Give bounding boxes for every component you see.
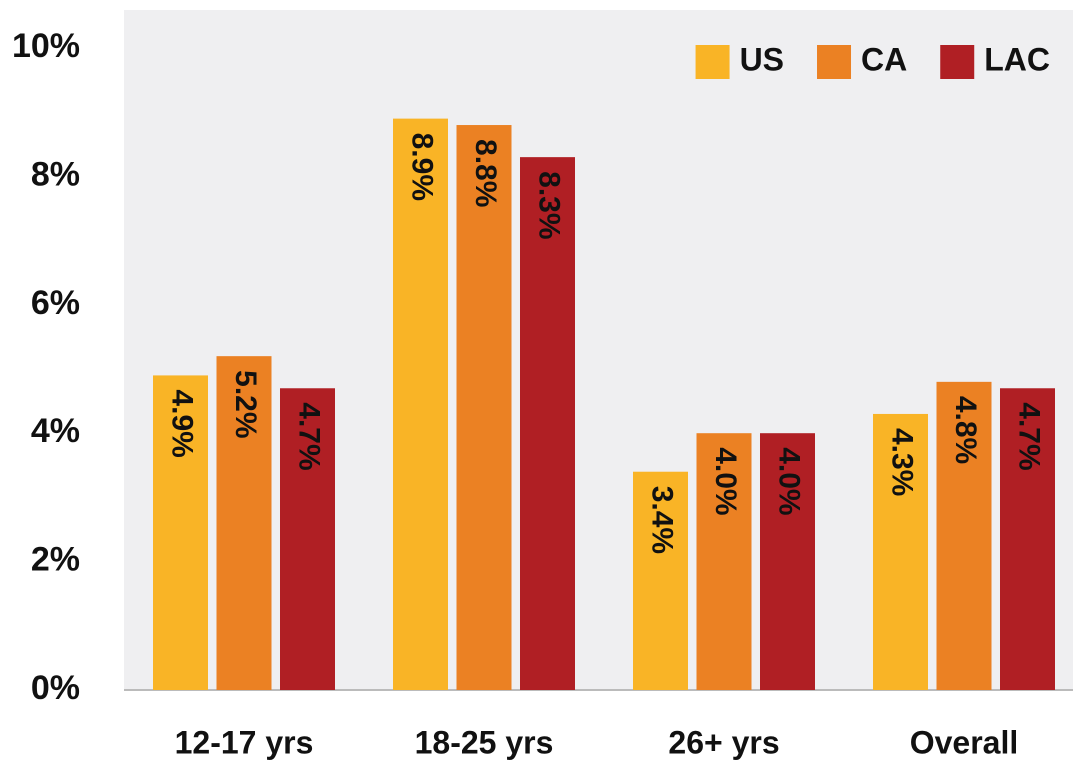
legend-label: US — [740, 41, 784, 77]
value-label: 5.2% — [229, 370, 262, 438]
y-tick-label: 10% — [12, 27, 80, 65]
y-tick-label: 6% — [31, 284, 80, 322]
x-tick-label: 26+ yrs — [668, 724, 779, 760]
bar — [1000, 388, 1055, 690]
y-tick-label: 8% — [31, 155, 80, 193]
value-label: 4.0% — [773, 447, 806, 515]
value-label: 4.7% — [293, 402, 326, 470]
value-label: 4.7% — [1013, 402, 1046, 470]
bar — [936, 381, 992, 690]
bar — [153, 375, 208, 690]
bar — [216, 356, 272, 690]
value-label: 8.3% — [533, 171, 566, 239]
y-tick-label: 2% — [31, 541, 80, 579]
value-label: 8.9% — [406, 133, 439, 201]
bar — [456, 125, 512, 691]
bar — [393, 118, 448, 691]
value-label: 8.8% — [469, 139, 502, 207]
bar — [760, 433, 815, 690]
value-label: 4.0% — [709, 447, 742, 515]
y-tick-label: 0% — [31, 669, 80, 707]
bar — [696, 433, 752, 690]
legend-label: LAC — [984, 41, 1050, 77]
x-tick-label: 18-25 yrs — [415, 724, 554, 760]
legend-swatch — [817, 45, 852, 79]
bar — [280, 388, 335, 690]
legend-swatch — [695, 45, 730, 79]
value-label: 3.4% — [646, 486, 679, 554]
bar — [633, 471, 688, 690]
bar — [873, 413, 928, 690]
bar — [520, 157, 575, 690]
x-tick-label: 12-17 yrs — [175, 724, 314, 760]
legend-label: CA — [861, 41, 907, 77]
legend-swatch — [940, 45, 975, 79]
y-tick-label: 4% — [31, 412, 80, 450]
value-label: 4.9% — [166, 389, 199, 457]
value-label: 4.8% — [949, 396, 982, 464]
value-label: 4.3% — [886, 428, 919, 496]
x-tick-label: Overall — [910, 724, 1019, 760]
